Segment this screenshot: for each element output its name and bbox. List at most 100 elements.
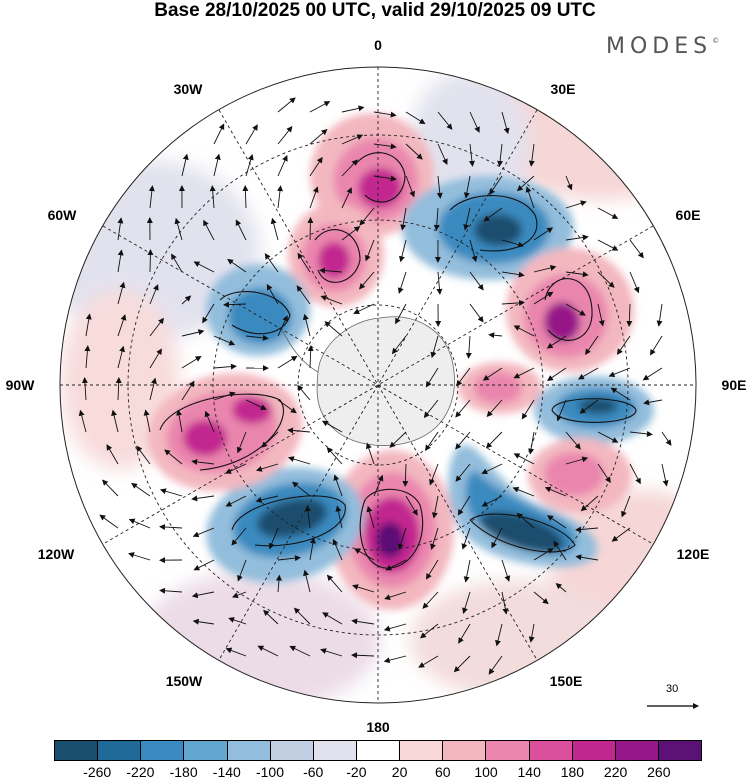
wind-arrow [235,219,247,241]
wind-arrow [465,335,472,359]
wind-arrow [389,431,407,448]
wind-arrow [597,207,619,219]
colorbar-swatch [529,741,573,760]
wind-arrow [255,463,279,472]
lon-label-30w: 30W [174,81,204,97]
wind-arrow [501,591,509,615]
wind-arrow [455,463,471,482]
antarctica-landmass [316,316,455,446]
wind-arrow [661,431,672,446]
wind-arrow [321,420,343,433]
wind-arrow [626,303,633,327]
wind-arrow [128,552,151,561]
wind-arrow [501,299,525,306]
wind-arrow [425,367,439,388]
wind-arrow [81,377,88,401]
wind-arrow [485,431,503,449]
wind-arrow [307,345,314,369]
wind-arrow [383,655,407,664]
wind-arrow [309,537,316,561]
wind-arrow [359,271,375,290]
wind-arrow [191,591,215,599]
lon-label-0: 0 [374,37,382,53]
wind-arrow [565,431,581,450]
colorbar-tick-label: -180 [169,764,198,780]
wind-arrow [128,518,151,529]
wind-arrow [642,367,663,381]
wind-arrow [354,548,375,561]
wind-arrow [456,367,471,387]
wind-arrow [629,239,644,259]
wind-arrow [425,431,439,452]
wind-arrow [341,159,358,177]
wind-arrow [521,399,535,420]
wind-arrow [629,463,641,485]
wind-arrow [546,367,567,381]
wind-arrow [213,363,237,370]
wind-arrow [351,652,375,659]
wind-arrow [463,559,471,583]
colorbar-swatch [443,741,487,760]
wind-arrow [84,345,91,369]
wind-arrow [497,143,504,167]
wind-arrow [353,303,375,314]
colorbar-tick-label: 20 [391,764,408,780]
wind-arrow [455,399,471,418]
neg-blob-w [206,264,310,356]
wind-arrow [204,410,215,433]
wind-arrow [117,314,127,337]
wind-arrow [277,315,288,337]
colorbar [54,740,702,761]
faint-area-s [140,570,380,703]
modes-logo: MODES© [606,34,719,59]
colorbar-tick-label: -20 [346,764,367,780]
wind-arrow [463,175,471,199]
streamline-sw [231,495,346,547]
wind-arrow [245,124,258,145]
wind-arrow [565,271,589,278]
wind-arrow [324,321,343,337]
wind-arrow [174,217,183,241]
wind-arrow [486,399,503,418]
wind-arrow [365,239,375,262]
wind-arrow [193,559,215,571]
map-title: Base 28/10/2025 00 UTC, valid 29/10/2025… [154,0,596,21]
wind-arrow [293,607,311,625]
wind-arrow [597,463,611,484]
wind-arrow [225,647,247,657]
wind-arrow [629,271,640,294]
colorbar-tick-label: 60 [435,764,451,780]
wind-arrow [309,156,323,177]
wind-arrow [181,329,205,337]
wind-arrow [491,527,503,549]
wind-arrow [533,548,554,561]
wind-arrow [565,200,587,209]
wind-arrow [296,285,311,305]
wind-arrow [193,261,215,273]
wind-arrow [115,377,122,401]
wind-arrow [578,367,599,380]
wind-arrow [202,303,215,324]
wind-arrow [106,444,119,465]
wind-arrow [341,105,365,113]
reference-vector-label: 30 [666,683,679,695]
wind-arrow [111,409,119,433]
wind-arrow [565,234,589,241]
wind-arrow [303,569,311,593]
wind-arrow [266,283,279,305]
wind-arrow [481,495,503,507]
lon-label-120e: 120E [677,546,710,562]
wind-arrow [555,582,567,593]
wind-arrow [463,207,471,231]
colorbar-tick-label: 220 [603,764,628,780]
wind-arrow [149,284,159,305]
wind-arrow [365,442,375,465]
wind-arrow [277,97,296,113]
colorbar-swatch [572,741,616,760]
wind-arrow [533,591,549,605]
wind-arrow [171,253,183,273]
wind-arrow [453,655,471,673]
wind-arrow [117,217,124,241]
wind-arrow [436,271,443,295]
